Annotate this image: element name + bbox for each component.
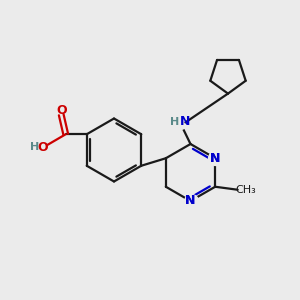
Text: N: N xyxy=(210,152,220,165)
Text: N: N xyxy=(185,194,196,208)
Text: O: O xyxy=(37,141,48,154)
Text: N: N xyxy=(210,152,220,165)
Text: N: N xyxy=(180,115,190,128)
Text: CH₃: CH₃ xyxy=(236,185,256,195)
Text: N: N xyxy=(185,194,196,208)
Text: O: O xyxy=(56,104,67,117)
Text: H: H xyxy=(170,117,179,127)
Text: H: H xyxy=(30,142,39,152)
